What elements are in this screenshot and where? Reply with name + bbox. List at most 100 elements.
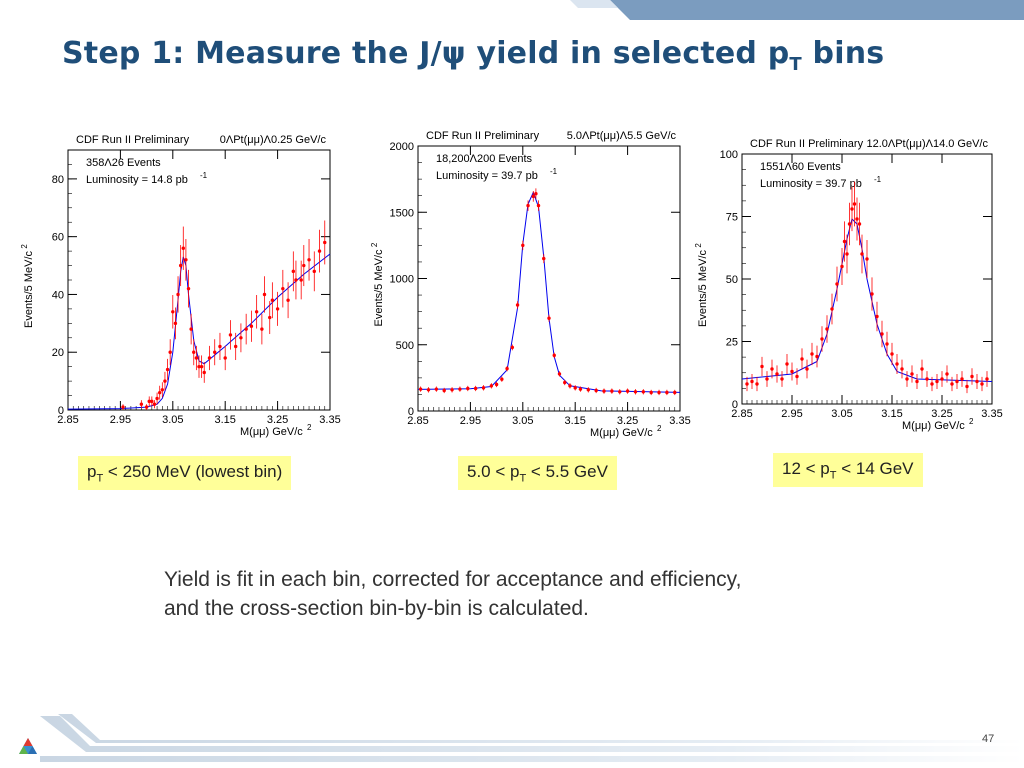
luminosity-exponent: -1 xyxy=(550,167,558,176)
data-point xyxy=(199,364,204,369)
data-point xyxy=(500,377,504,381)
fit-curve xyxy=(67,253,331,410)
luminosity-label: Luminosity = 39.7 pb xyxy=(436,170,538,182)
data-point xyxy=(568,384,572,388)
data-point xyxy=(171,310,175,314)
x-tick-label: 3.35 xyxy=(319,414,340,426)
data-point xyxy=(755,382,759,386)
data-point xyxy=(534,192,538,196)
y-tick-label: 60 xyxy=(52,232,64,244)
data-point xyxy=(775,372,779,376)
data-point xyxy=(985,377,989,381)
data-point xyxy=(865,257,869,261)
y-tick-label: 1500 xyxy=(390,207,414,219)
data-point xyxy=(975,379,979,384)
data-point xyxy=(481,386,486,390)
y-tick-label: 0 xyxy=(408,406,414,418)
data-point xyxy=(505,366,509,371)
data-point xyxy=(521,243,525,248)
x-tick-label: 3.05 xyxy=(162,414,183,426)
data-point xyxy=(955,379,959,384)
data-point xyxy=(150,399,154,404)
data-point xyxy=(870,292,874,296)
data-point xyxy=(885,342,889,346)
slide-title-end: bins xyxy=(801,36,885,71)
data-point xyxy=(563,380,567,385)
y-tick-label: 50 xyxy=(726,274,738,286)
data-point xyxy=(218,344,222,349)
data-point xyxy=(168,350,172,354)
data-point xyxy=(466,386,470,391)
data-point xyxy=(291,269,296,274)
data-point xyxy=(173,321,178,326)
data-point xyxy=(586,388,590,392)
data-point xyxy=(194,356,199,360)
y-axis-label: Events/5 MeV/c xyxy=(697,249,709,327)
data-point xyxy=(228,333,233,337)
x-tick-label: 2.95 xyxy=(781,408,802,420)
data-point xyxy=(673,390,677,395)
data-point xyxy=(531,194,535,199)
data-point xyxy=(785,362,789,366)
data-point xyxy=(184,258,188,262)
caption-mid-bin-post: < 5.5 GeV xyxy=(526,462,608,481)
data-point xyxy=(178,263,183,268)
data-point xyxy=(657,390,661,395)
data-point xyxy=(845,252,849,256)
data-point xyxy=(940,377,944,381)
data-point xyxy=(830,307,834,311)
data-point xyxy=(915,379,919,384)
data-point xyxy=(139,402,144,406)
data-point xyxy=(905,377,909,381)
plot-high-pt-bin: 2.85 2.95 3.05 3.15 3.25 3.35 0 25 50 75 100 CDF Ru… xyxy=(690,132,1015,434)
data-point xyxy=(473,386,478,391)
x-axis-label: M(μμ) GeV/c xyxy=(590,427,653,439)
data-point xyxy=(186,286,191,291)
x-tick-label: 2.85 xyxy=(731,408,752,420)
plot-lowest-pt-bin-svg: 2.85 2.95 3.05 3.15 3.25 3.35 0 20 40 60 80 CDF Run… xyxy=(20,134,341,438)
data-point xyxy=(458,387,462,391)
events-count-label: 358Λ26 Events xyxy=(86,157,161,169)
y-axis-label: Events/5 MeV/c xyxy=(373,249,385,327)
caption-high-bin-sub: T xyxy=(829,469,837,482)
data-point xyxy=(254,310,259,314)
data-point xyxy=(649,390,653,395)
slide-title-main: Step 1: Measure the J/ψ yield in selecte… xyxy=(62,36,790,71)
x-tick-label: 2.95 xyxy=(460,415,481,427)
caption-lowest-bin: pT < 250 MeV (lowest bin) xyxy=(78,456,292,491)
y-tick-label: 20 xyxy=(52,347,64,359)
x-tick-label: 3.35 xyxy=(981,408,1002,420)
luminosity-label: Luminosity = 14.8 pb xyxy=(86,174,188,186)
data-point xyxy=(900,367,904,371)
data-point xyxy=(880,332,884,336)
data-point xyxy=(510,345,515,350)
data-point xyxy=(536,203,541,208)
data-point xyxy=(155,396,159,401)
data-point xyxy=(515,303,520,307)
y-tick-label: 0 xyxy=(58,405,64,417)
data-point xyxy=(158,390,162,395)
data-point xyxy=(542,256,546,261)
y-tick-label: 25 xyxy=(726,337,738,349)
data-point xyxy=(547,316,551,320)
page-number: 47 xyxy=(982,733,995,745)
data-point xyxy=(268,315,272,320)
data-point xyxy=(233,344,238,349)
x-axis-label-exponent: 2 xyxy=(969,417,974,426)
y-axis-label: Events/5 MeV/c xyxy=(23,250,35,328)
luminosity-exponent: -1 xyxy=(874,175,882,184)
plot-header-right: 5.0ΛPt(μμ)Λ5.5 GeV/c xyxy=(567,130,677,142)
plot-mid-pt-bin-svg: 2.85 2.95 3.05 3.15 3.25 3.35 0 500 1000 1500 2000… xyxy=(370,130,691,439)
data-point xyxy=(930,382,934,386)
plot-mid-pt-bin: 2.85 2.95 3.05 3.15 3.25 3.35 0 500 1000 1500 2000… xyxy=(362,128,700,440)
y-tick-label: 40 xyxy=(52,289,64,301)
data-point xyxy=(223,356,227,360)
x-axis-label-exponent: 2 xyxy=(657,424,662,433)
data-point xyxy=(800,357,804,361)
caption-high-bin-pre: 12 < p xyxy=(782,459,830,478)
data-point xyxy=(249,324,254,328)
data-point xyxy=(144,405,149,409)
y-tick-label: 100 xyxy=(720,149,738,161)
data-point xyxy=(197,364,201,369)
data-point xyxy=(192,350,196,354)
